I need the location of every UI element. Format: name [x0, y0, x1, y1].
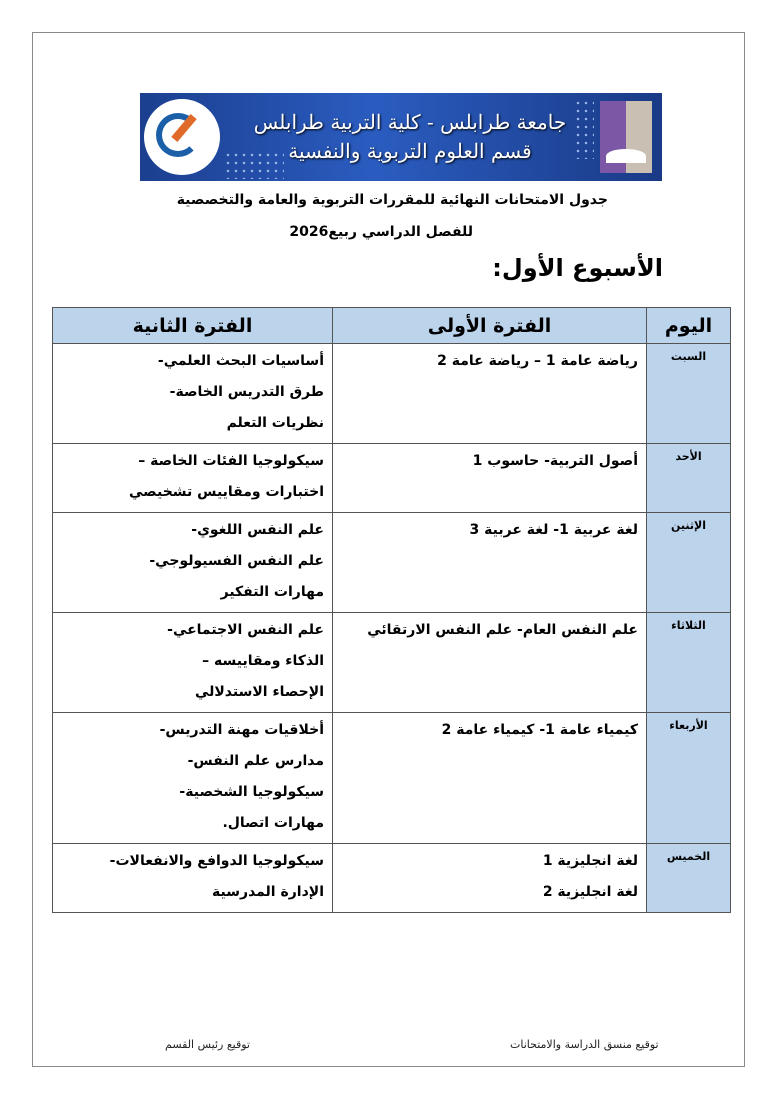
course-line: الإدارة المدرسية	[212, 884, 324, 900]
course-line: علم النفس الاجتماعي-	[167, 622, 324, 638]
header-period1: الفترة الأولى	[332, 307, 647, 344]
course-line: أخلاقيات مهنة التدريس-	[159, 722, 324, 738]
period1-cell: كيمياء عامة 1- كيمياء عامة 2	[332, 712, 647, 844]
semester-title: للفصل الدراسي ربيع2026	[289, 224, 473, 240]
period1-cell: لغة انجليزية 1 لغة انجليزية 2	[332, 843, 647, 913]
course-line: رياضة عامة 1 – رياضة عامة 2	[437, 353, 638, 369]
day-cell: الأحد	[646, 443, 731, 513]
head-signature: توقيع رئيس القسم	[165, 1038, 250, 1051]
day-cell: الأربعاء	[646, 712, 731, 844]
table-row: الخميس لغة انجليزية 1 لغة انجليزية 2 سيكولو…	[52, 843, 731, 913]
course-line: علم النفس الفسيولوجي-	[149, 553, 324, 569]
course-line: أساسيات البحث العلمي-	[157, 353, 324, 369]
course-line: مدارس علم النفس-	[187, 753, 324, 769]
course-line: لغة انجليزية 2	[542, 884, 638, 900]
period2-cell: سيكولوجيا الدوافع والانفعالات- الإدارة ال…	[52, 843, 333, 913]
day-cell: الثلاثاء	[646, 612, 731, 713]
course-line: علم النفس اللغوي-	[191, 522, 324, 538]
page-border	[32, 32, 745, 1067]
course-line: سيكولوجيا الفئات الخاصة –	[138, 453, 324, 469]
table-row: الأربعاء كيمياء عامة 1- كيمياء عامة 2 أخلا…	[52, 712, 731, 844]
period1-cell: علم النفس العام- علم النفس الارتقائي	[332, 612, 647, 713]
day-cell: السبت	[646, 343, 731, 444]
table-row: الأحد أصول التربية- حاسوب 1 سيكولوجيا الفئ…	[52, 443, 731, 513]
banner-university-name: جامعة طرابلس - كلية التربية طرابلس	[253, 110, 567, 134]
table-row: الإثنين لغة عربية 1- لغة عربية 3 علم النفس…	[52, 512, 731, 613]
course-line: نظريات التعلم	[226, 415, 324, 431]
table-header-row: اليوم الفترة الأولى الفترة الثانية	[52, 307, 731, 344]
course-line: اختبارات ومقاييس تشخيصي	[129, 484, 324, 500]
day-cell: الإثنين	[646, 512, 731, 613]
header-period2: الفترة الثانية	[52, 307, 333, 344]
course-line: سيكولوجيا الدوافع والانفعالات-	[109, 853, 324, 869]
period2-cell: علم النفس الاجتماعي- الذكاء ومقاييسه – ال…	[52, 612, 333, 713]
course-line: كيمياء عامة 1- كيمياء عامة 2	[441, 722, 638, 738]
faculty-logo	[600, 101, 652, 173]
document-title: جدول الامتحانات النهائية للمقررات التربو…	[176, 192, 608, 208]
course-line: مهارات التفكير	[220, 584, 324, 600]
course-line: طرق التدريس الخاصة-	[169, 384, 324, 400]
period1-cell: رياضة عامة 1 – رياضة عامة 2	[332, 343, 647, 444]
period2-cell: أخلاقيات مهنة التدريس- مدارس علم النفس- …	[52, 712, 333, 844]
course-line: مهارات اتصال.	[222, 815, 324, 831]
course-line: لغة عربية 1- لغة عربية 3	[469, 522, 638, 538]
period1-cell: لغة عربية 1- لغة عربية 3	[332, 512, 647, 613]
course-line: لغة انجليزية 1	[542, 853, 638, 869]
university-banner: جامعة طرابلس - كلية التربية طرابلس قسم ا…	[140, 93, 662, 181]
course-line: الإحصاء الاستدلالي	[194, 684, 324, 700]
course-line: سيكولوجيا الشخصية-	[179, 784, 324, 800]
header-day: اليوم	[646, 307, 731, 344]
period1-cell: أصول التربية- حاسوب 1	[332, 443, 647, 513]
department-logo	[144, 99, 220, 175]
exam-schedule-table: اليوم الفترة الأولى الفترة الثانية السبت…	[52, 307, 731, 913]
period2-cell: أساسيات البحث العلمي- طرق التدريس الخاصة…	[52, 343, 333, 444]
banner-department-name: قسم العلوم التربوية والنفسية	[288, 139, 532, 163]
period2-cell: علم النفس اللغوي- علم النفس الفسيولوجي- مه…	[52, 512, 333, 613]
day-cell: الخميس	[646, 843, 731, 913]
week-heading: الأسبوع الأول:	[492, 254, 663, 282]
period2-cell: سيكولوجيا الفئات الخاصة – اختبارات ومقايي…	[52, 443, 333, 513]
coordinator-signature: توقيع منسق الدراسة والامتحانات	[510, 1038, 659, 1051]
course-line: أصول التربية- حاسوب 1	[472, 453, 638, 469]
table-row: السبت رياضة عامة 1 – رياضة عامة 2 أساسيات …	[52, 343, 731, 444]
course-line: علم النفس العام- علم النفس الارتقائي	[367, 622, 638, 638]
course-line: الذكاء ومقاييسه –	[202, 653, 324, 669]
table-row: الثلاثاء علم النفس العام- علم النفس الارت…	[52, 612, 731, 713]
